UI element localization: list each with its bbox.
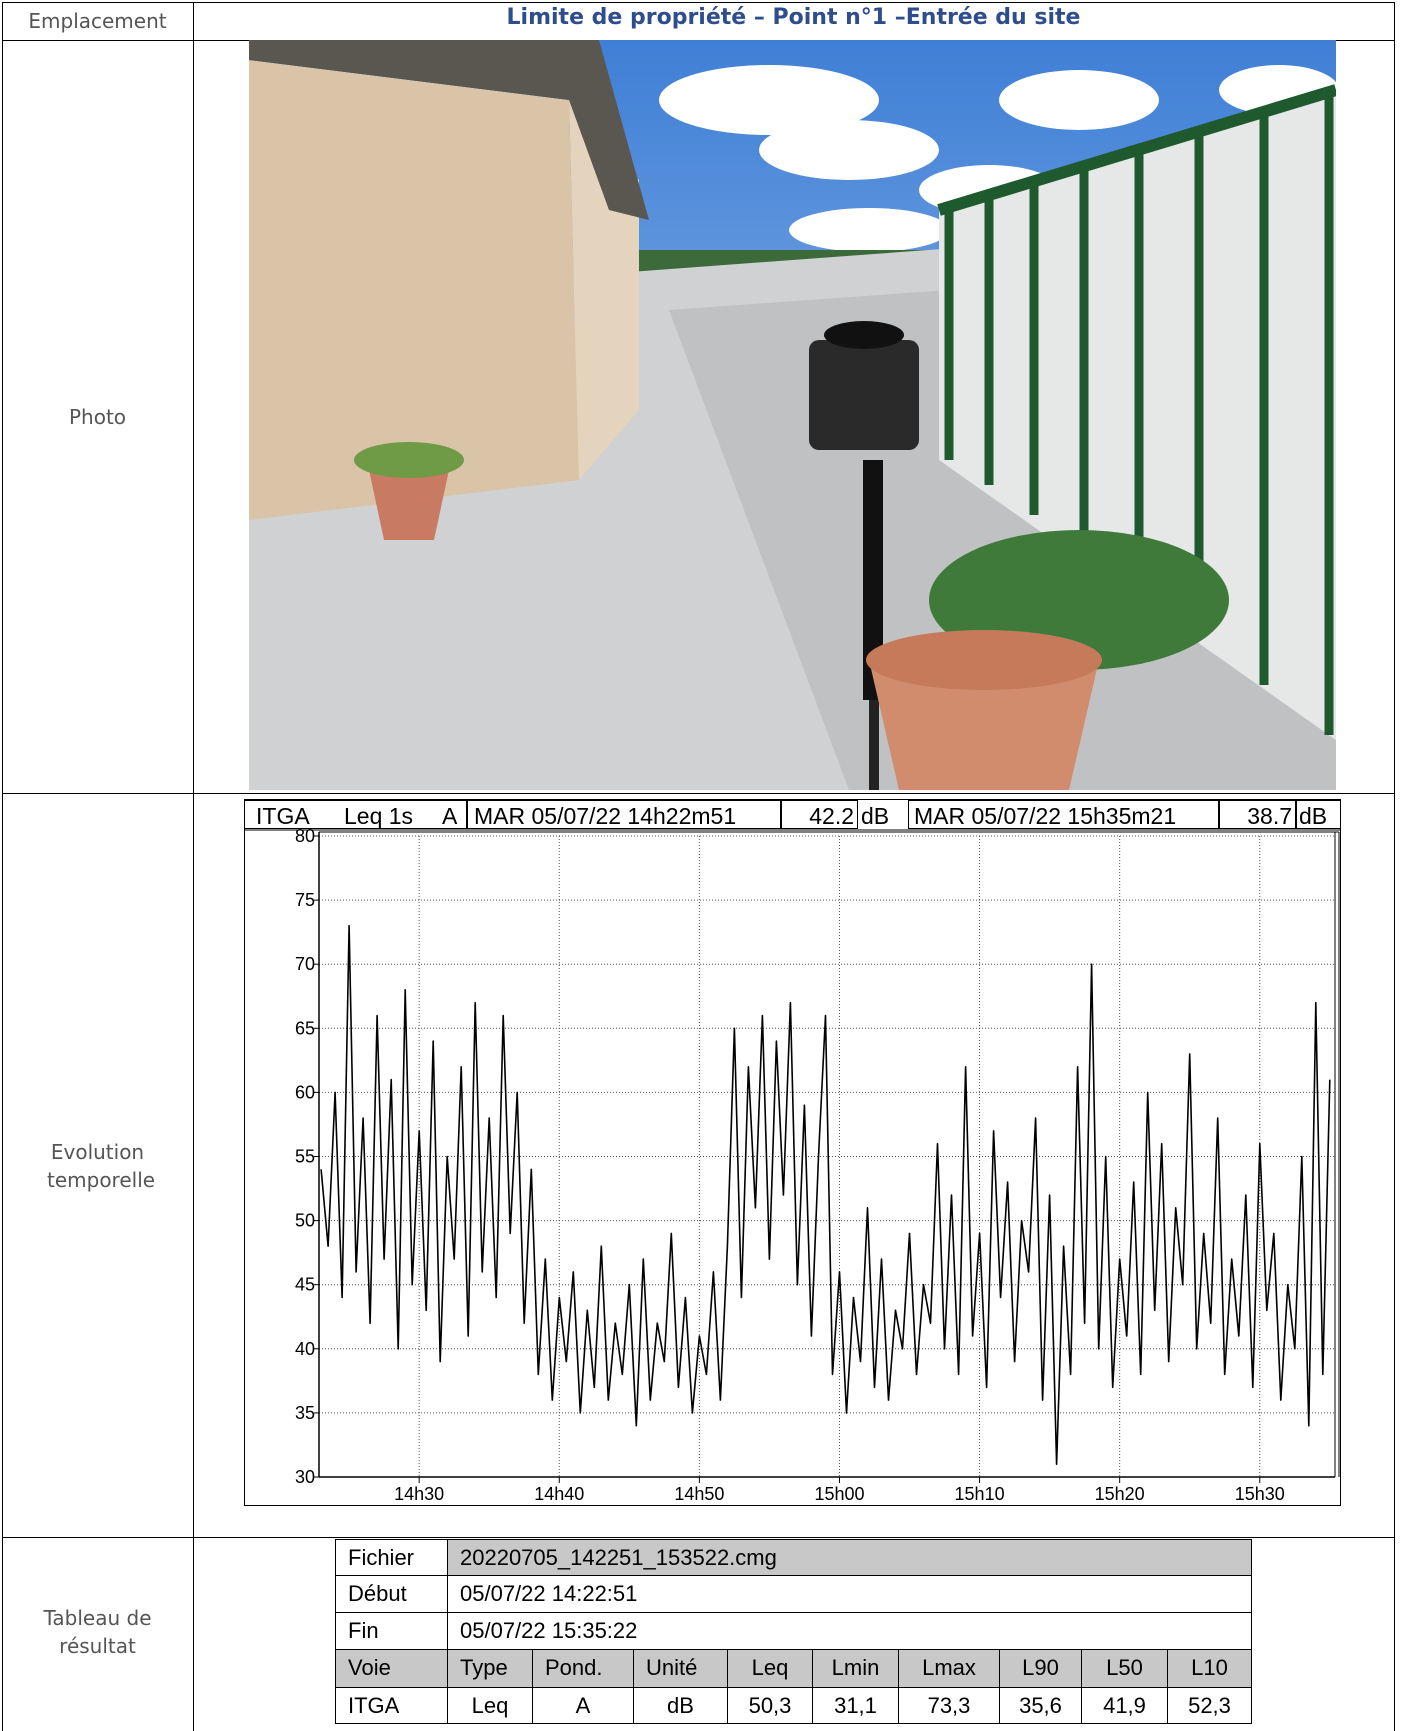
y-tick-label: 80: [295, 826, 315, 846]
pot: [869, 660, 1099, 790]
border: [193, 2, 194, 1731]
info-value: 05/07/22 15:35:22: [447, 1612, 1252, 1650]
column-header: Type: [447, 1649, 533, 1688]
label: Photo: [68, 405, 127, 429]
column-header: L50: [1081, 1649, 1168, 1688]
y-tick-label: 45: [295, 1275, 315, 1295]
windscreen: [824, 321, 904, 349]
header-text: dB: [861, 803, 889, 829]
plant: [354, 442, 464, 478]
table-cell: 35,6: [999, 1687, 1082, 1724]
x-tick-label: 14h40: [534, 1484, 584, 1504]
info-label: Début: [335, 1575, 448, 1613]
wall: [249, 60, 579, 520]
y-tick-label: 75: [295, 890, 315, 910]
header-text: MAR 05/07/22 14h22m51: [474, 803, 736, 829]
x-tick-label: 14h50: [674, 1484, 724, 1504]
table-cell: ITGA: [335, 1687, 448, 1724]
info-value: 20220705_142251_153522.cmg: [447, 1539, 1252, 1576]
table-cell: 52,3: [1167, 1687, 1252, 1724]
y-tick-label: 30: [295, 1467, 315, 1487]
border: [2, 793, 1394, 794]
title: Limite de propriété – Point n°1 –Entrée …: [506, 5, 1081, 30]
header-box: [1219, 800, 1296, 829]
y-tick-label: 50: [295, 1211, 315, 1231]
header-box: [908, 800, 1219, 829]
border: [1394, 2, 1395, 1731]
y-tick-label: 40: [295, 1339, 315, 1359]
border: [2, 2, 3, 1731]
x-tick-label: 15h30: [1235, 1484, 1285, 1504]
column-header: Unité: [633, 1649, 728, 1688]
table-cell: dB: [633, 1687, 728, 1724]
y-tick-label: 70: [295, 954, 315, 974]
info-value: 05/07/22 14:22:51: [447, 1575, 1252, 1613]
column-header: Pond.: [532, 1649, 634, 1688]
column-header: Lmax: [898, 1649, 1000, 1688]
photo: [249, 40, 1336, 790]
sound-meter: [809, 340, 919, 450]
table-cell: 31,1: [812, 1687, 899, 1724]
y-tick-label: 55: [295, 1147, 315, 1167]
table-cell: 73,3: [898, 1687, 1000, 1724]
chart-frame: [244, 799, 1341, 1506]
x-tick-label: 14h30: [394, 1484, 444, 1504]
tripod: [869, 690, 879, 790]
table-cell: Leq: [447, 1687, 533, 1724]
column-header: Voie: [335, 1649, 448, 1688]
x-tick-label: 15h10: [955, 1484, 1005, 1504]
header-text: dB: [1299, 803, 1327, 829]
x-tick-label: 15h00: [814, 1484, 864, 1504]
table-cell: 41,9: [1081, 1687, 1168, 1724]
pole: [863, 460, 883, 700]
header-text: 42.2: [809, 803, 854, 829]
header-text: ITGA: [256, 803, 310, 829]
header-text: MAR 05/07/22 15h35m21: [914, 803, 1176, 829]
pot: [369, 470, 449, 540]
x-tick-label: 15h20: [1095, 1484, 1145, 1504]
column-header: L90: [999, 1649, 1082, 1688]
table-cell: 50,3: [727, 1687, 813, 1724]
info-label: Fin: [335, 1612, 448, 1650]
column-header: L10: [1167, 1649, 1252, 1688]
y-tick-label: 60: [295, 1082, 315, 1102]
column-header: Lmin: [812, 1649, 899, 1688]
column-header: Leq: [727, 1649, 813, 1688]
table-cell: A: [532, 1687, 634, 1724]
fence-bars: [937, 84, 1336, 735]
header-box: [1296, 800, 1341, 829]
label: Emplacement: [28, 9, 167, 33]
roof: [249, 40, 649, 220]
header-box: [244, 800, 467, 829]
header-text: 38.7: [1247, 803, 1292, 829]
info-label: Fichier: [335, 1539, 448, 1576]
border: [2, 2, 1394, 3]
y-tick-label: 35: [295, 1403, 315, 1423]
border: [2, 1537, 1394, 1538]
header-box: [781, 800, 858, 829]
chart: ITGA Leq 1s A MAR 05/07/22 14h22m51 42.2 dB MA…: [244, 799, 1341, 1506]
series-line: [320, 924, 1331, 1465]
y-tick-label: 65: [295, 1018, 315, 1038]
header-text: Leq 1s: [344, 803, 413, 829]
header-box: [467, 800, 781, 829]
label: Evolution temporelle: [47, 1140, 156, 1192]
header-text: A: [442, 803, 458, 829]
label: Tableau de résultat: [43, 1606, 152, 1658]
pot-rim: [866, 630, 1102, 690]
